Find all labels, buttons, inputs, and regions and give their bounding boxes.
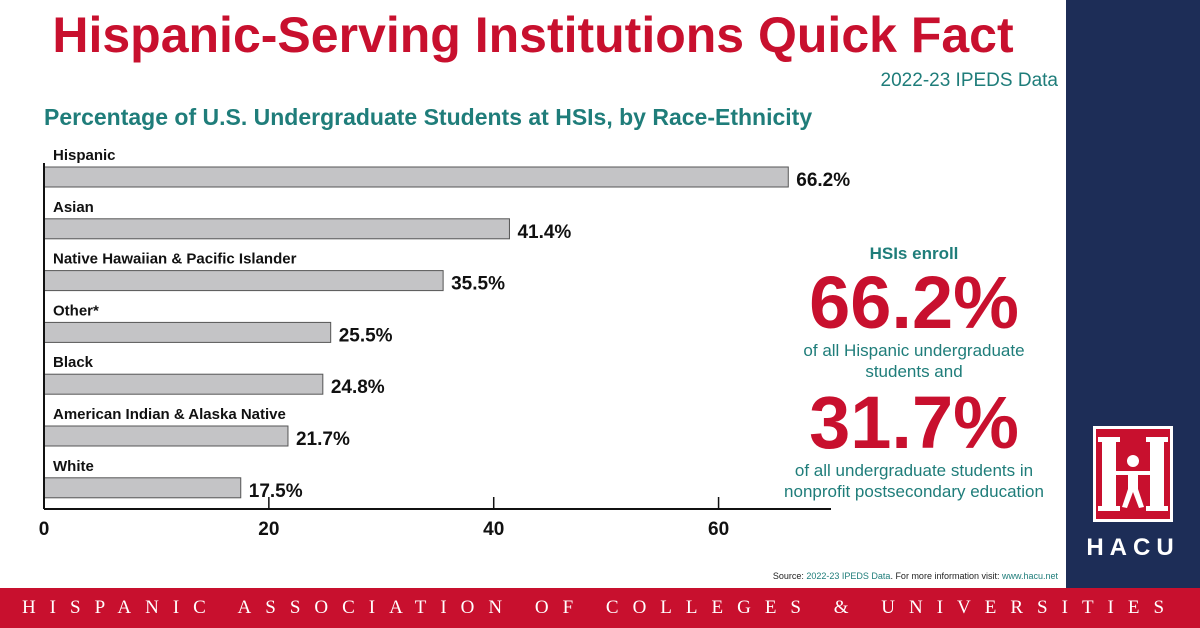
source-prefix: Source: bbox=[772, 571, 807, 581]
data-source-label: 2022-23 IPEDS Data bbox=[880, 70, 1058, 91]
callout-desc-2a: of all undergraduate students in bbox=[794, 461, 1034, 480]
category-label: American Indian & Alaska Native bbox=[53, 406, 286, 423]
sidebar: HACU bbox=[1066, 0, 1200, 588]
value-label: 66.2% bbox=[796, 170, 850, 191]
hacu-h-emblem-icon bbox=[1098, 437, 1168, 511]
bar bbox=[43, 218, 510, 240]
source-link[interactable]: 2022-23 IPEDS Data bbox=[806, 571, 891, 581]
value-label: 35.5% bbox=[451, 274, 505, 295]
x-tick-label: 20 bbox=[258, 519, 279, 540]
callout-panel: HSIs enroll 66.2% of all Hispanic underg… bbox=[764, 244, 1064, 502]
value-label: 17.5% bbox=[249, 481, 303, 502]
source-middle: . For more information visit: bbox=[890, 571, 1002, 581]
value-label: 24.8% bbox=[331, 377, 385, 398]
value-label: 25.5% bbox=[339, 325, 393, 346]
callout-desc-1a: of all Hispanic undergraduate bbox=[803, 341, 1025, 360]
source-note: Source: 2022-23 IPEDS Data. For more inf… bbox=[773, 571, 1058, 581]
x-tick-label: 40 bbox=[483, 519, 504, 540]
category-label: Asian bbox=[53, 199, 94, 216]
hacu-logo bbox=[1093, 426, 1173, 522]
bar bbox=[43, 373, 324, 395]
bar bbox=[43, 321, 332, 343]
website-link[interactable]: www.hacu.net bbox=[1001, 571, 1058, 581]
category-label: Black bbox=[53, 354, 94, 371]
bar bbox=[43, 270, 444, 292]
hacu-logo-text: HACU bbox=[1086, 534, 1180, 561]
category-label: Other* bbox=[53, 302, 99, 319]
value-label: 41.4% bbox=[517, 222, 571, 243]
x-tick-label: 60 bbox=[708, 519, 729, 540]
callout-stat-hispanic: 66.2% bbox=[809, 261, 1019, 344]
x-tick-label: 0 bbox=[39, 519, 50, 540]
callout-intro: HSIs enroll bbox=[869, 244, 959, 263]
bar-chart: Hispanic 66.2% Asian 41.4% Native Hawaiian &… bbox=[39, 147, 851, 540]
callout-desc-1b: students and bbox=[865, 362, 963, 381]
callout-desc-2b: nonprofit postsecondary education bbox=[784, 482, 1044, 501]
bar bbox=[43, 477, 242, 499]
bar bbox=[43, 425, 289, 447]
chart-title: Percentage of U.S. Undergraduate Student… bbox=[44, 104, 813, 130]
page-title: Hispanic-Serving Institutions Quick Fact bbox=[52, 7, 1014, 63]
bar bbox=[43, 166, 789, 188]
category-label: Hispanic bbox=[53, 147, 116, 164]
category-label: Native Hawaiian & Pacific Islander bbox=[53, 251, 297, 268]
value-label: 21.7% bbox=[296, 429, 350, 450]
category-label: White bbox=[53, 458, 94, 475]
callout-stat-all: 31.7% bbox=[809, 381, 1019, 464]
footer-band: HISPANIC ASSOCIATION OF COLLEGES & UNIVE… bbox=[0, 588, 1200, 628]
